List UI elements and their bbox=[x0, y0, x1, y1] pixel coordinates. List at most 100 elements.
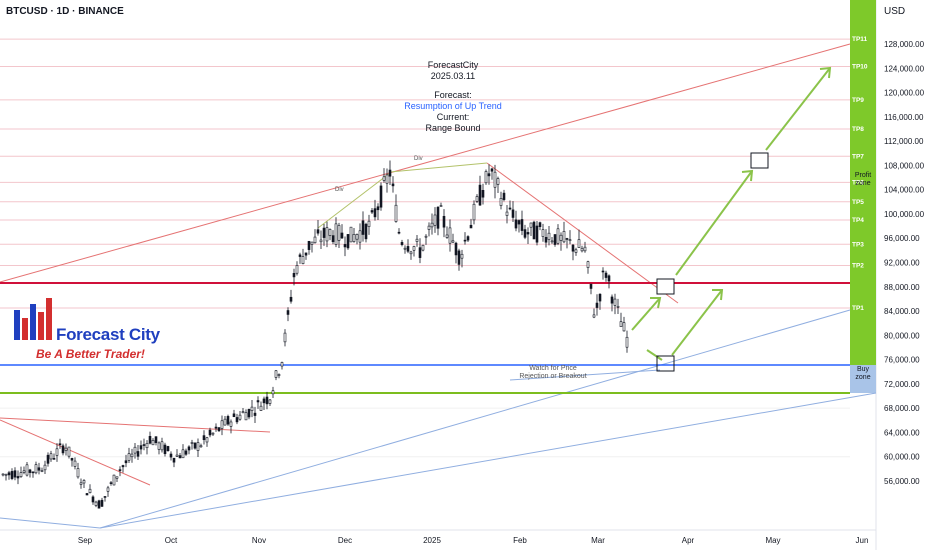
candle-body bbox=[415, 238, 419, 242]
candle-body bbox=[457, 250, 461, 265]
price-axis[interactable] bbox=[876, 0, 932, 550]
candle-body bbox=[559, 234, 563, 241]
candle-body bbox=[178, 455, 182, 459]
buy-zone-label: Buy zone bbox=[850, 366, 876, 382]
bottom-left-line bbox=[0, 517, 101, 529]
candle-body bbox=[487, 173, 491, 177]
candle-body bbox=[286, 310, 290, 315]
profit-zone bbox=[850, 0, 876, 365]
candle-body bbox=[139, 445, 143, 450]
candle-body bbox=[493, 171, 497, 188]
candle-body bbox=[118, 469, 122, 471]
candle-body bbox=[1, 473, 5, 476]
candle-body bbox=[280, 362, 284, 367]
profit-zone-label: Profit zone bbox=[850, 172, 876, 188]
price-tick-label: 108,000.00 bbox=[884, 161, 925, 170]
candle-body bbox=[433, 214, 437, 226]
candle-body bbox=[160, 441, 164, 451]
symbol-title[interactable]: BTCUSD · 1D · BINANCE bbox=[6, 6, 124, 17]
candle-body bbox=[142, 444, 146, 446]
take-profit-lines bbox=[0, 38, 850, 309]
candle-body bbox=[34, 464, 38, 474]
candle-body bbox=[136, 451, 140, 457]
candle-body bbox=[385, 174, 389, 184]
candle-body bbox=[199, 445, 203, 448]
candle-body bbox=[295, 265, 299, 274]
candle-body bbox=[220, 420, 224, 429]
time-tick-label: Dec bbox=[338, 536, 352, 545]
target-box-3[interactable] bbox=[656, 355, 675, 372]
candle-body bbox=[613, 298, 617, 306]
candle-body bbox=[523, 229, 527, 238]
candle-body bbox=[532, 221, 536, 240]
time-tick-label: 2025 bbox=[423, 536, 441, 545]
tp-label: TP10 bbox=[852, 63, 868, 70]
candle-body bbox=[421, 244, 425, 251]
candle-body bbox=[502, 192, 506, 200]
candle-body bbox=[262, 398, 266, 404]
candle-body bbox=[310, 241, 314, 245]
candle-body bbox=[460, 253, 464, 259]
candle-body bbox=[223, 418, 227, 426]
candle-body bbox=[508, 207, 512, 210]
candle-body bbox=[562, 231, 566, 243]
candle-body bbox=[448, 227, 452, 244]
candle-body bbox=[322, 227, 326, 238]
price-tick-label: 96,000.00 bbox=[884, 234, 920, 243]
candle-body bbox=[589, 283, 593, 289]
time-tick-label: May bbox=[765, 536, 780, 545]
current-value: Range Bound bbox=[425, 123, 481, 133]
currency-label[interactable]: USD bbox=[884, 6, 906, 17]
candle-body bbox=[484, 171, 488, 184]
candle-body bbox=[514, 219, 518, 229]
candle-body bbox=[400, 242, 404, 245]
candle-body bbox=[313, 236, 317, 244]
time-axis-labels: Sep Oct Nov Dec 2025 Feb Mar Apr May Jun bbox=[78, 536, 869, 545]
candle-body bbox=[49, 453, 53, 460]
candle-body bbox=[100, 499, 104, 507]
candle-body bbox=[25, 464, 29, 476]
target-box-2[interactable] bbox=[750, 152, 769, 169]
forecast-city-logo: Forecast City Be A Better Trader! bbox=[12, 298, 162, 366]
candle-body bbox=[232, 413, 236, 418]
candle-body bbox=[31, 471, 35, 474]
candle-body bbox=[244, 412, 248, 421]
candle-body bbox=[340, 232, 344, 239]
grid bbox=[0, 407, 850, 458]
divergence-line-1 bbox=[317, 172, 391, 229]
candle-body bbox=[166, 446, 170, 452]
price-tick-label: 112,000.00 bbox=[884, 137, 924, 146]
candle-body bbox=[163, 444, 167, 455]
candle-body bbox=[130, 453, 134, 458]
candle-body bbox=[418, 247, 422, 258]
candle-body bbox=[430, 222, 434, 228]
candle-body bbox=[325, 227, 329, 242]
price-tick-label: 92,000.00 bbox=[884, 259, 920, 268]
candle-body bbox=[373, 208, 377, 218]
candle-body bbox=[277, 374, 281, 376]
candle-body bbox=[115, 476, 119, 479]
candle-body bbox=[397, 231, 401, 234]
candle-body bbox=[427, 225, 431, 230]
forecast-annotation: ForecastCity 2025.03.11 Forecast: Resump… bbox=[370, 60, 536, 134]
target-box-1[interactable] bbox=[656, 278, 675, 295]
candle-body bbox=[154, 436, 158, 443]
candle-body bbox=[355, 234, 359, 240]
candle-body bbox=[346, 234, 350, 249]
candle-body bbox=[133, 446, 137, 454]
candle-body bbox=[475, 196, 479, 202]
candle-body bbox=[388, 169, 392, 177]
candle-body bbox=[217, 427, 221, 432]
lower-trendline-1 bbox=[99, 309, 851, 529]
candle-body bbox=[538, 222, 542, 228]
current-label: Current: bbox=[436, 112, 470, 122]
candle-body bbox=[229, 421, 233, 427]
candle-body bbox=[7, 472, 11, 476]
time-tick-label: Apr bbox=[682, 536, 695, 545]
candle-body bbox=[316, 229, 320, 234]
candle-body bbox=[64, 447, 68, 451]
candle-body bbox=[250, 406, 254, 411]
candle-body bbox=[520, 219, 524, 231]
candle-body bbox=[190, 442, 194, 444]
